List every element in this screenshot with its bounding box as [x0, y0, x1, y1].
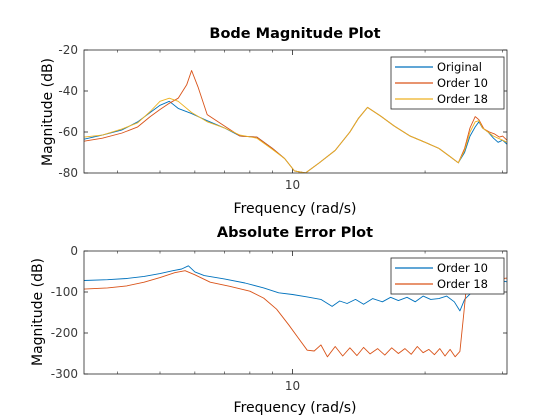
- error-xtick-label: 10: [285, 379, 300, 393]
- bode-plot-legend: Original Order 10 Order 18: [390, 56, 505, 110]
- error-plot-series: [84, 265, 507, 358]
- bode-legend-label: Order 18: [437, 92, 488, 106]
- error-ytick-label: -300: [51, 367, 78, 381]
- bode-ytick-label: -20: [58, 43, 78, 57]
- error-ytick-label: -200: [51, 326, 78, 340]
- error-series-line-order-18: [84, 270, 507, 358]
- bode-ytick-label: -60: [58, 125, 78, 139]
- error-plot-axes-frame: [83, 250, 508, 375]
- absolute-error-plot: Absolute Error Plot Magnitude (dB) Frequ…: [30, 225, 508, 416]
- error-plot-title: Absolute Error Plot: [217, 225, 373, 241]
- error-plot-ylabel: Magnitude (dB): [30, 258, 46, 366]
- bode-plot-series: [84, 70, 507, 173]
- error-plot-legend: Order 10 Order 18: [390, 257, 505, 295]
- bode-plot-xlabel: Frequency (rad/s): [234, 201, 357, 217]
- error-legend-label: Order 18: [437, 277, 488, 291]
- error-legend-box: [390, 257, 505, 295]
- bode-plot-axes-frame: [83, 49, 508, 174]
- bode-ytick-label: -40: [58, 84, 78, 98]
- error-legend-label: Order 10: [437, 261, 488, 275]
- bode-magnitude-plot: Bode Magnitude Plot Magnitude (dB) Frequ…: [40, 26, 508, 217]
- error-ytick-label: 0: [70, 244, 78, 258]
- error-plot-ticks: -300 -200 -100 0 10: [51, 244, 507, 393]
- bode-xtick-label: 10: [285, 178, 300, 192]
- bode-plot-ylabel: Magnitude (dB): [40, 58, 56, 166]
- bode-ytick-label: -80: [58, 166, 78, 180]
- bode-series-line-original: [84, 100, 507, 173]
- bode-plot-title: Bode Magnitude Plot: [209, 26, 380, 42]
- bode-legend-label: Order 10: [437, 76, 488, 90]
- error-ytick-label: -100: [51, 285, 78, 299]
- bode-legend-label: Original: [437, 60, 482, 74]
- error-plot-xlabel: Frequency (rad/s): [234, 400, 357, 416]
- bode-series-line-order-18: [84, 97, 507, 173]
- error-series-line-order-10: [84, 265, 507, 312]
